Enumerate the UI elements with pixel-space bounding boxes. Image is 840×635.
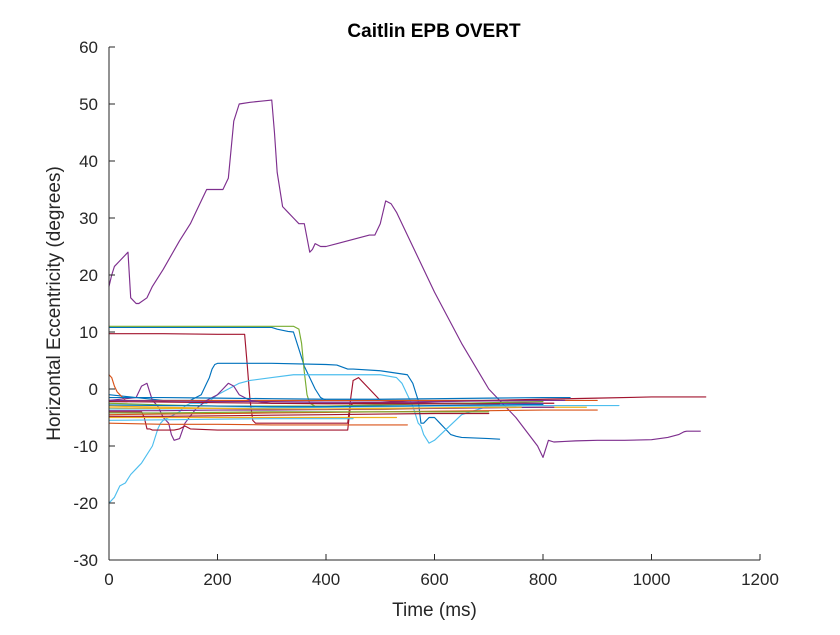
- y-tick-label: 50: [79, 95, 98, 114]
- y-tick-label: 20: [79, 266, 98, 285]
- x-tick-label: 800: [529, 570, 557, 589]
- y-tick-label: -30: [73, 551, 98, 570]
- y-tick-label: 10: [79, 323, 98, 342]
- x-tick-label: 600: [420, 570, 448, 589]
- series-line-6: [108, 374, 517, 504]
- x-tick-label: 200: [203, 570, 231, 589]
- series-line-21: [108, 418, 354, 421]
- x-tick-label: 0: [104, 570, 113, 589]
- y-tick-label: 30: [79, 209, 98, 228]
- y-axis-title: Horizontal Eccentricity (degrees): [44, 166, 65, 441]
- series-layer: [108, 99, 707, 504]
- chart-title: Caitlin EPB OVERT: [347, 21, 521, 42]
- y-tick-label: 0: [89, 380, 98, 399]
- x-axis-title: Time (ms): [392, 600, 477, 621]
- y-tick-label: 40: [79, 152, 98, 171]
- series-line-5: [108, 362, 501, 440]
- series-line-20: [108, 411, 490, 414]
- series-line-22: [108, 406, 522, 410]
- y-tick-label: 60: [79, 38, 98, 57]
- series-line-1: [108, 99, 701, 458]
- x-tick-label: 400: [312, 570, 340, 589]
- series-line-19: [108, 403, 544, 408]
- series-line-12: [108, 422, 408, 426]
- x-tick-label: 1200: [741, 570, 779, 589]
- series-line-23: [108, 412, 490, 417]
- y-ticks: -30 -20 -10 0 10 20 30 40 50 60: [73, 38, 115, 570]
- x-tick-label: 1000: [633, 570, 671, 589]
- series-line-24: [108, 399, 566, 403]
- series-line-11: [108, 396, 571, 400]
- y-tick-label: -20: [73, 494, 98, 513]
- x-ticks: 0 200 400 600 800 1000 1200: [104, 554, 779, 589]
- series-line-17: [108, 400, 501, 405]
- y-tick-label: -10: [73, 437, 98, 456]
